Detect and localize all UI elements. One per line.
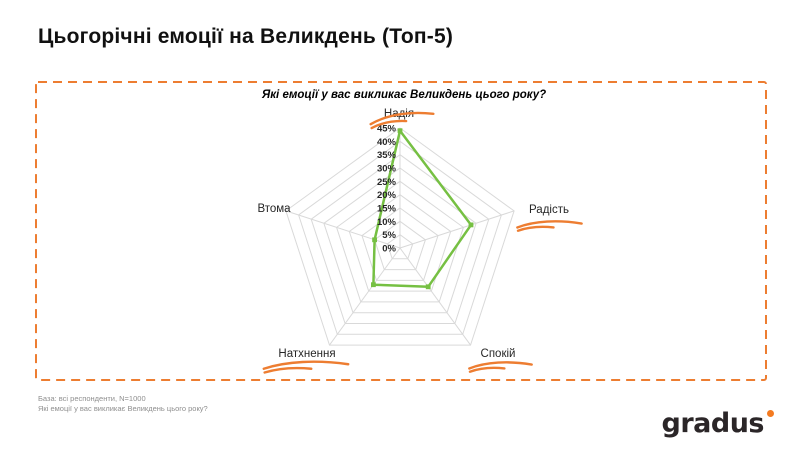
- radar-tick-label: 10%: [377, 217, 397, 228]
- radar-tick-label: 30%: [377, 164, 397, 175]
- radar-grid-ring: [361, 207, 439, 281]
- gradus-logo-text: gradus: [661, 408, 765, 439]
- radar-axis-spoke: [399, 247, 471, 346]
- radar-grid-ring: [285, 127, 515, 346]
- orange-underline-icon: [262, 359, 350, 374]
- radar-tick-label: 40%: [377, 137, 397, 148]
- radar-tick-label: 15%: [377, 204, 397, 215]
- orange-underline-icon: [368, 108, 435, 130]
- chart-question-subtitle: Які емоції у вас викликає Великдень цьог…: [261, 89, 547, 101]
- gradus-logo-dot-icon: [767, 410, 774, 417]
- radar-data-polygon: [372, 129, 473, 289]
- dashed-border: [35, 81, 767, 381]
- radar-axis-spoke: [329, 247, 401, 346]
- radar-category-label-calm: Спокій: [480, 348, 516, 360]
- radar-grid-ring: [298, 140, 502, 335]
- radar-data-point: [371, 282, 376, 288]
- radar-tick-label: 45%: [377, 124, 397, 135]
- radar-grid-ring: [386, 234, 414, 260]
- radar-grid-ring: [374, 220, 426, 271]
- radar-category-label-inspiration: Натхнення: [278, 348, 336, 360]
- footnote-base: База: всі респонденти, N=1000: [38, 394, 146, 403]
- radar-grid-ring: [310, 154, 490, 324]
- footnote-question: Які емоції у вас викликає Великдень цьог…: [38, 403, 208, 413]
- radar-tick-label: 35%: [377, 150, 397, 161]
- radar-data-point: [468, 222, 474, 228]
- radar-tick-label: 20%: [377, 190, 397, 201]
- radar-grid-ring: [348, 194, 452, 292]
- orange-underline-icon: [516, 219, 583, 232]
- radar-data-point: [372, 237, 377, 243]
- radar-category-label-fatigue: Втома: [257, 203, 291, 215]
- radar-data-point: [397, 128, 403, 134]
- radar-axis-spoke: [399, 210, 515, 249]
- radar-tick-label: 5%: [382, 230, 396, 241]
- footnote: База: всі респонденти, N=1000 Які емоції…: [38, 394, 208, 413]
- radar-tick-label: 25%: [377, 177, 397, 188]
- radar-category-label-joy: Радість: [529, 204, 569, 216]
- page-title: Цьогорічні емоції на Великдень (Топ-5): [38, 25, 454, 48]
- radar-tick-label: 0%: [382, 244, 396, 255]
- orange-underline-icon: [468, 360, 533, 373]
- radar-grid-ring: [336, 180, 464, 303]
- radar-axis-spoke: [285, 210, 401, 249]
- gradus-logo: gradus: [662, 410, 774, 437]
- radar-data-point: [425, 284, 431, 290]
